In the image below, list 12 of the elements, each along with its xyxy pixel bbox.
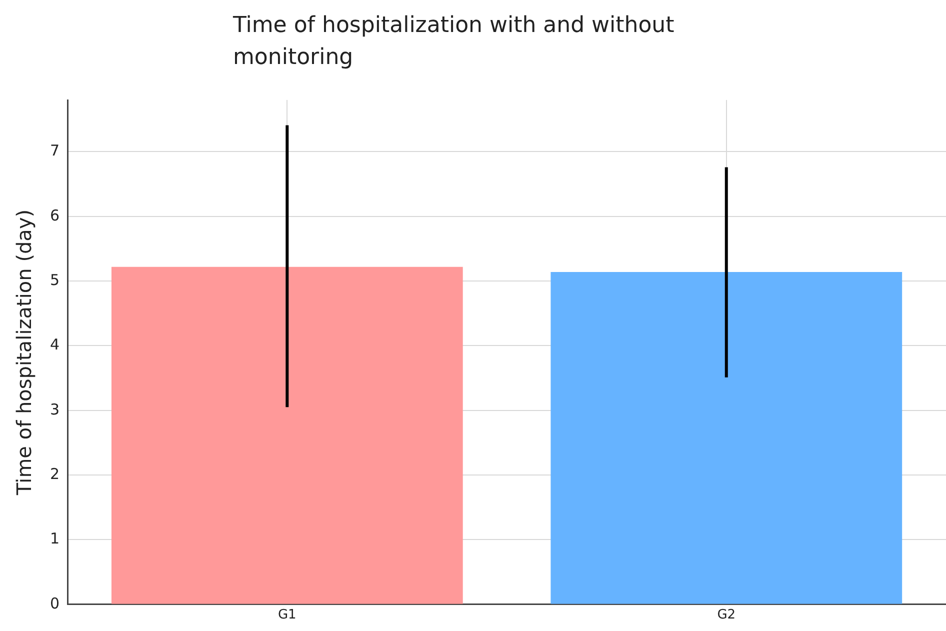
y-axis-title: Time of hospitalization (day) bbox=[12, 209, 36, 496]
y-tick-label: 0 bbox=[50, 594, 60, 612]
y-tick-label: 1 bbox=[50, 530, 60, 548]
y-tick-label: 4 bbox=[50, 336, 60, 354]
x-tick-label: G1 bbox=[278, 608, 296, 623]
x-tick-label: G2 bbox=[717, 608, 736, 623]
y-tick-label: 5 bbox=[50, 270, 60, 289]
chart-title: Time of hospitalization with and without monitoring bbox=[233, 12, 676, 72]
y-tick-label: 2 bbox=[50, 464, 60, 483]
y-tick-label: 3 bbox=[50, 400, 60, 418]
y-tick-label: 7 bbox=[50, 142, 60, 160]
y-tick-label: 6 bbox=[50, 206, 60, 224]
